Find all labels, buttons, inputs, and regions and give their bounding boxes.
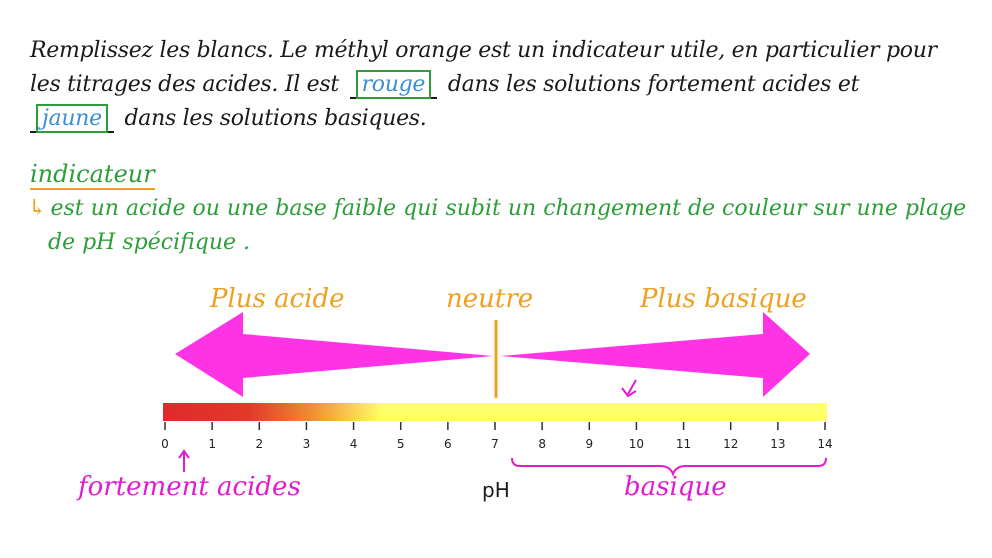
tick-label: 10 xyxy=(629,437,644,451)
label-basique: basique xyxy=(624,472,727,502)
tick-label: 12 xyxy=(723,437,738,451)
tick-label: 3 xyxy=(303,437,311,451)
tick-label: 8 xyxy=(538,437,546,451)
blank-acid: rouge xyxy=(349,70,438,99)
tick-label: 5 xyxy=(397,437,405,451)
question-line-3: jaune dans les solutions basiques. xyxy=(30,104,427,133)
question-line-1: Remplissez les blancs. Le méthyl orange … xyxy=(30,38,937,63)
tick-label: 1 xyxy=(208,437,216,451)
definition-line-2: de pH spécifique . xyxy=(48,230,251,255)
tick-label: 11 xyxy=(676,437,691,451)
tick-label: 0 xyxy=(161,437,169,451)
tick-label: 7 xyxy=(491,437,499,451)
definition-title: indicateur xyxy=(30,160,155,190)
tick-label: 6 xyxy=(444,437,452,451)
question-line-3-text-b: dans les solutions basiques. xyxy=(124,106,427,131)
label-neutre: neutre xyxy=(446,284,534,314)
base-arrow xyxy=(500,312,810,397)
definition-line-1-text: est un acide ou une base faible qui subi… xyxy=(50,196,967,221)
bent-arrow-icon: ↳ xyxy=(28,196,47,221)
small-arrow-icon xyxy=(621,379,637,398)
tick-group: 0 1 2 3 4 5 6 7 8 9 10 11 12 13 14 xyxy=(161,422,833,451)
question-line-2-text-a: les titrages des acides. Il est xyxy=(30,72,339,97)
question-line-2: les titrages des acides. Il est rouge da… xyxy=(30,70,860,99)
label-plus-basique: Plus basique xyxy=(640,284,807,314)
basique-brace xyxy=(511,457,827,477)
blank-base: jaune xyxy=(30,104,114,133)
strong-acid-arrow-icon xyxy=(178,449,190,472)
tick-label: 4 xyxy=(350,437,358,451)
label-plus-acide: Plus acide xyxy=(210,284,345,314)
ph-color-bar xyxy=(163,403,827,421)
question-line-1-text: Remplissez les blancs. Le méthyl orange … xyxy=(30,38,937,63)
tick-label: 14 xyxy=(817,437,832,451)
tick-label: 2 xyxy=(255,437,263,451)
definition-line-1: ↳ est un acide ou une base faible qui sub… xyxy=(28,196,966,221)
label-fortement-acides: fortement acides xyxy=(78,472,301,502)
question-line-2-text-b: dans les solutions fortement acides et xyxy=(447,72,860,97)
answer-acid: rouge xyxy=(355,70,432,99)
label-ph: pH xyxy=(482,478,510,502)
tick-label: 9 xyxy=(585,437,593,451)
tick-label: 13 xyxy=(770,437,785,451)
answer-base: jaune xyxy=(36,104,108,133)
acid-arrow xyxy=(175,312,493,397)
